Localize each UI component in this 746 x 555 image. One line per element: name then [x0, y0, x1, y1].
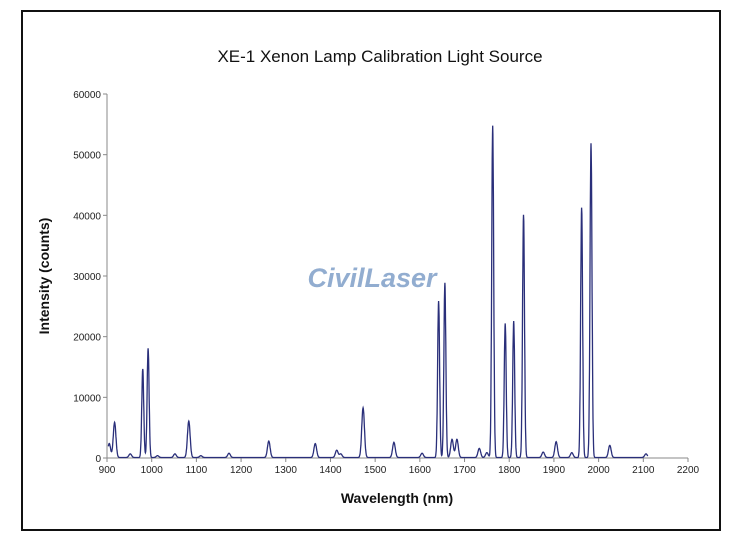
x-tick-label: 1100	[186, 465, 208, 476]
x-tick-label: 1900	[543, 465, 566, 476]
chart-frame	[21, 10, 721, 531]
x-tick-label: 1600	[409, 465, 432, 476]
y-tick-label: 60000	[73, 90, 101, 101]
x-tick-label: 1800	[498, 465, 521, 476]
x-tick-label: 2100	[632, 465, 655, 476]
x-tick-label: 1700	[453, 465, 476, 476]
x-axis-label: Wavelength (nm)	[341, 490, 453, 506]
series-line	[107, 125, 649, 459]
y-tick-label: 20000	[73, 333, 101, 344]
x-tick-label: 2000	[587, 465, 610, 476]
x-tick-label: 1500	[364, 465, 387, 476]
x-tick-label: 1300	[275, 465, 298, 476]
y-tick-label: 40000	[73, 211, 101, 222]
y-tick-label: 10000	[73, 393, 101, 404]
x-tick-label: 900	[99, 465, 116, 476]
chart-title: XE-1 Xenon Lamp Calibration Light Source	[217, 47, 542, 66]
y-axis-label: Intensity (counts)	[36, 218, 52, 335]
y-tick-label: 30000	[73, 272, 101, 283]
y-tick-label: 50000	[73, 151, 101, 162]
y-tick-label: 0	[95, 454, 101, 465]
watermark-logo: CivilLaser	[307, 263, 438, 293]
x-tick-label: 2200	[677, 465, 700, 476]
x-tick-label: 1400	[319, 465, 342, 476]
x-tick-label: 1200	[230, 465, 253, 476]
x-tick-label: 1000	[141, 465, 164, 476]
